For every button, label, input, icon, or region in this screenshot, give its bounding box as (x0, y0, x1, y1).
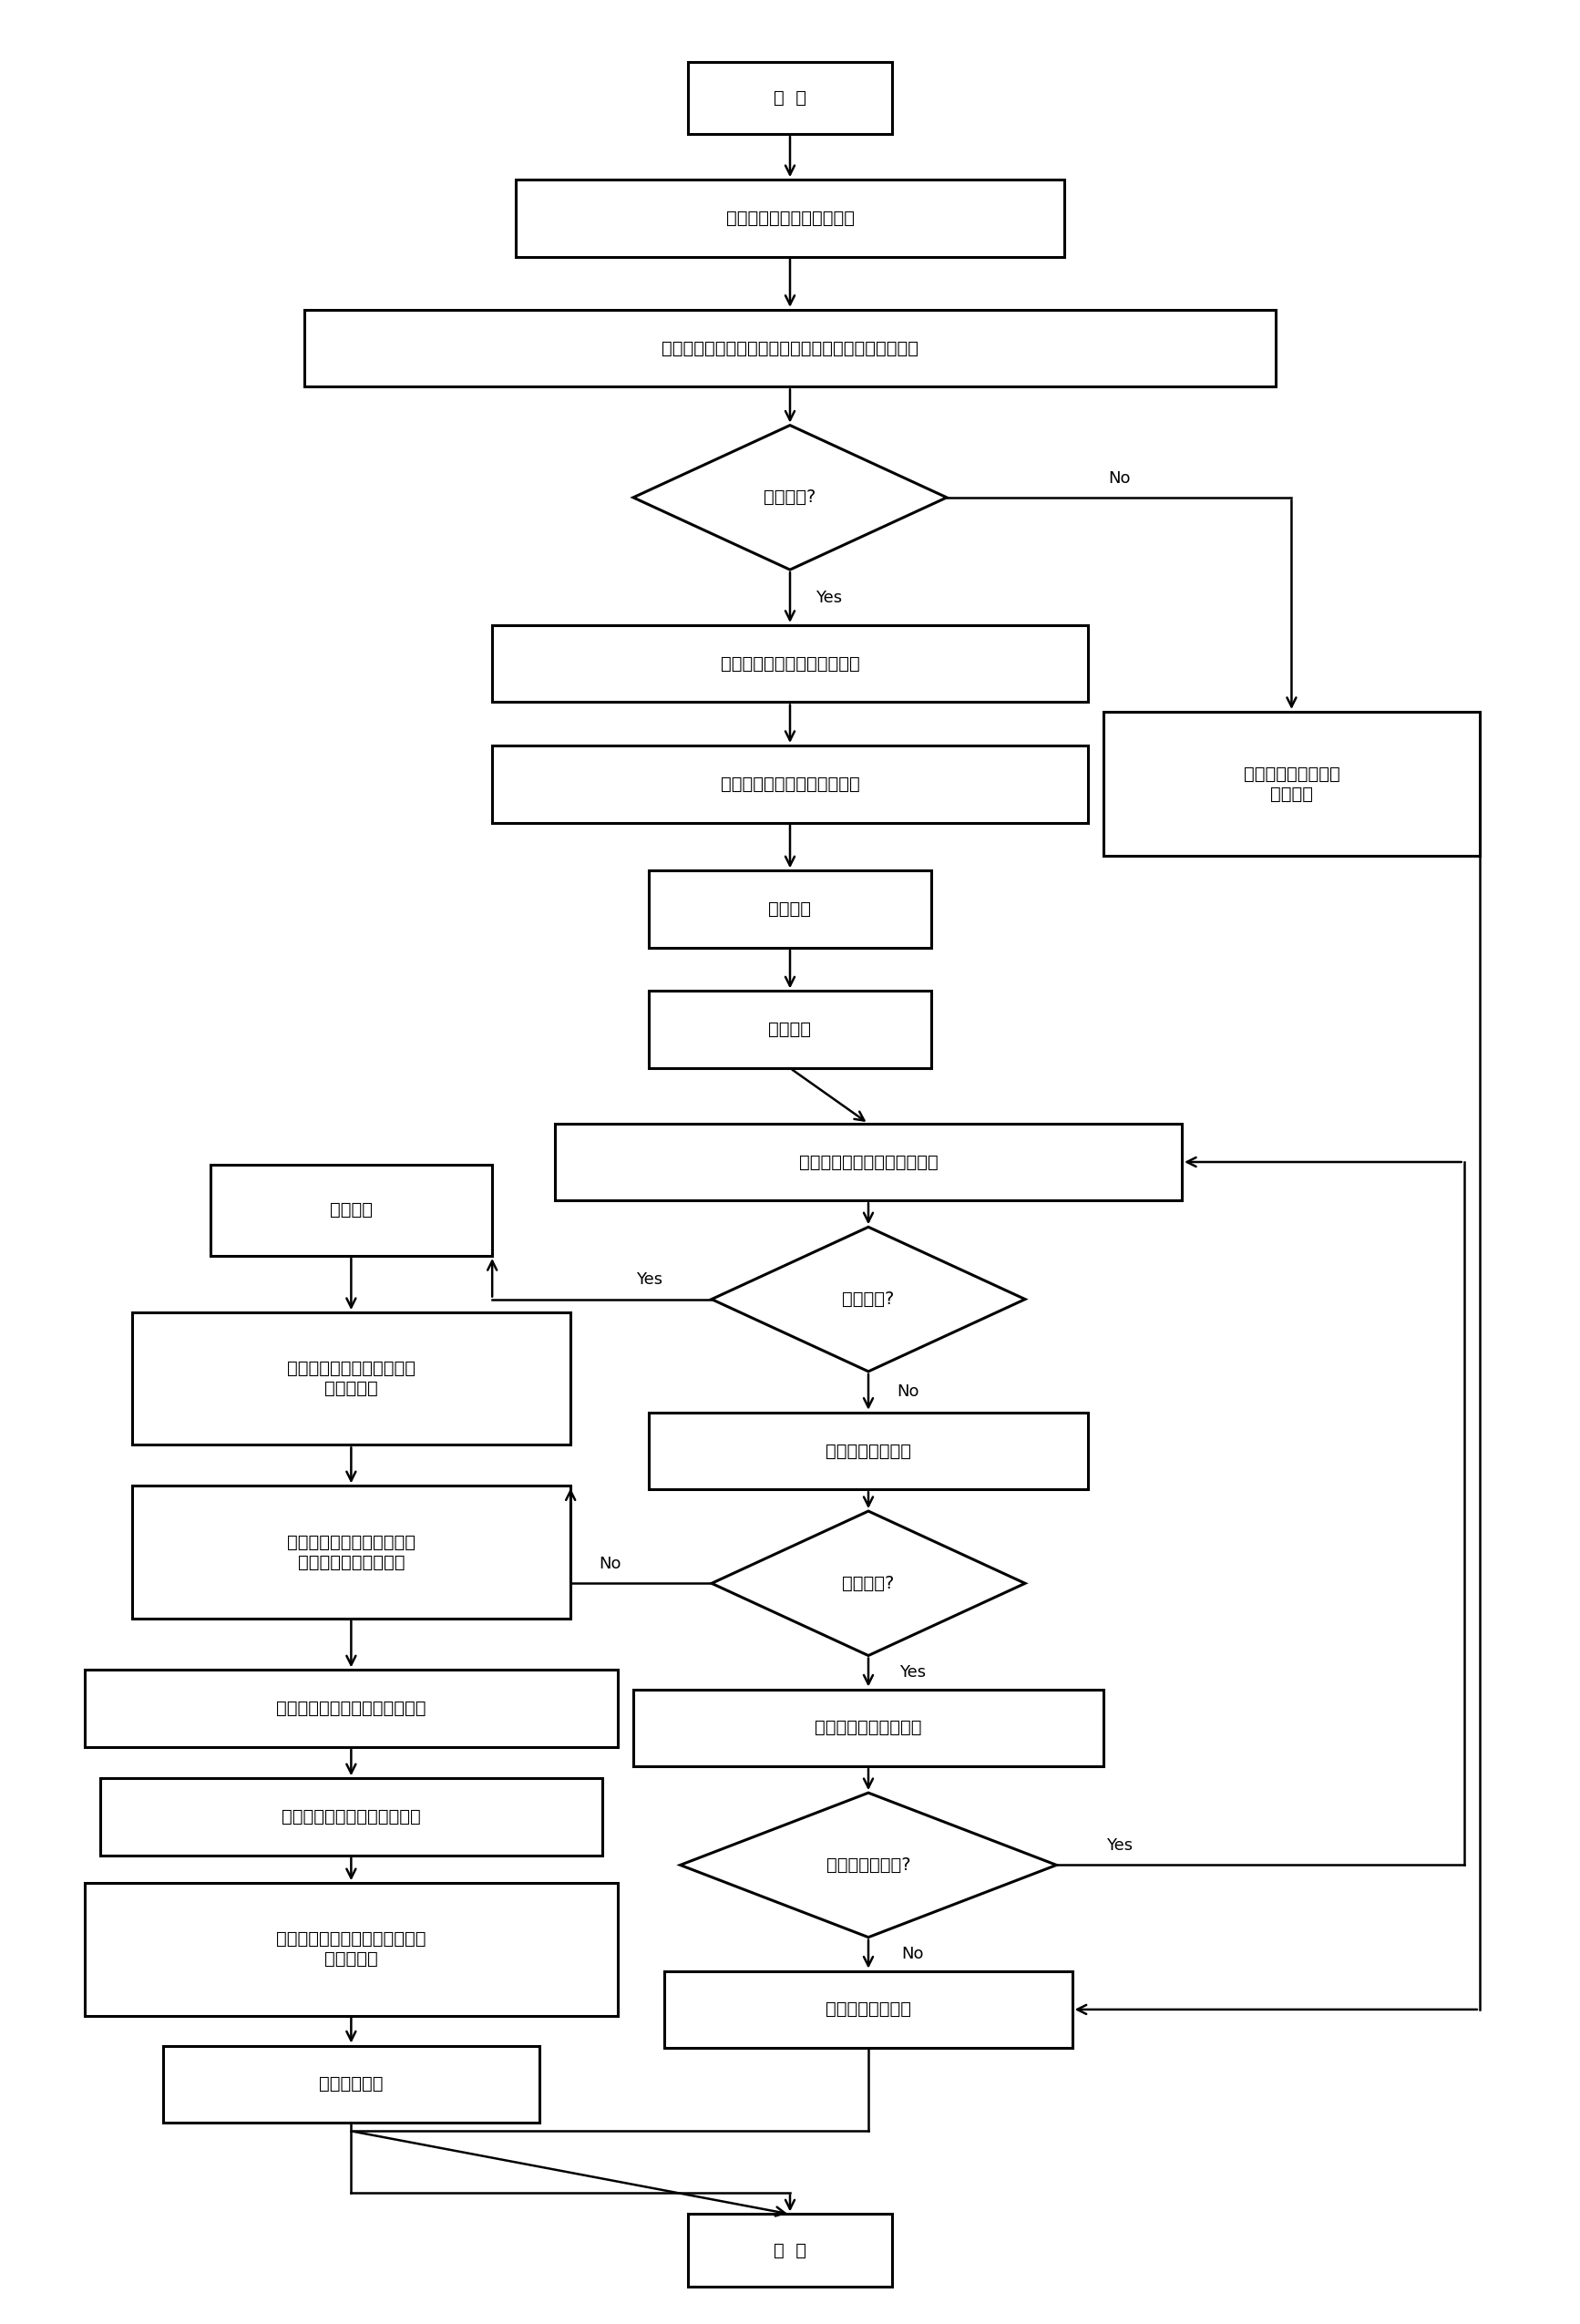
Text: 终端向处理平台上传余额消息: 终端向处理平台上传余额消息 (281, 1808, 420, 1827)
Text: 鉴权通过?: 鉴权通过? (763, 488, 817, 507)
Bar (131, 1485, 570, 1618)
Bar (665, 1971, 1073, 2047)
Text: 接续被叫: 接续被叫 (768, 899, 812, 918)
Bar (1103, 711, 1479, 855)
Text: 在计时处终端扣费: 在计时处终端扣费 (825, 1443, 912, 1459)
Bar (85, 1882, 618, 2015)
Text: 终端向处理平台发送主叫挂
机标识信号: 终端向处理平台发送主叫挂 机标识信号 (288, 1360, 416, 1397)
Text: Yes: Yes (1106, 1838, 1133, 1855)
Bar (210, 1164, 493, 1255)
Bar (634, 1690, 1103, 1766)
Text: Yes: Yes (899, 1664, 926, 1680)
Text: 处理平台释放呼叫: 处理平台释放呼叫 (825, 2001, 912, 2017)
Text: No: No (599, 1555, 621, 1573)
Text: No: No (901, 1945, 923, 1961)
Text: 处理平台向终端发送计费信息: 处理平台向终端发送计费信息 (720, 776, 860, 792)
Bar (689, 2215, 891, 2287)
Text: 处理平台向终端发余额请求消息: 处理平台向终端发余额请求消息 (276, 1699, 427, 1717)
Text: No: No (896, 1383, 918, 1399)
Bar (689, 63, 891, 135)
Bar (649, 990, 931, 1069)
Text: 周期性发送防盗打信号: 周期性发送防盗打信号 (815, 1720, 921, 1736)
Bar (85, 1671, 618, 1748)
Text: 终端向处理平台发送加密序列、加密卡信息和被叫号码: 终端向处理平台发送加密序列、加密卡信息和被叫号码 (662, 339, 918, 358)
Text: 开  始: 开 始 (774, 88, 806, 107)
Bar (515, 179, 1065, 256)
Text: 结  束: 结 束 (774, 2243, 806, 2259)
Text: 扣费正确?: 扣费正确? (842, 1576, 894, 1592)
Text: 主叫挂机: 主叫挂机 (330, 1202, 373, 1218)
Text: No: No (1108, 469, 1130, 486)
Text: 终端拨接入码接入处理平台: 终端拨接入码接入处理平台 (725, 209, 855, 228)
Bar (649, 1413, 1087, 1490)
Polygon shape (634, 425, 946, 569)
Bar (555, 1122, 1182, 1202)
Bar (101, 1778, 602, 1855)
Text: Yes: Yes (635, 1271, 662, 1287)
Polygon shape (711, 1511, 1025, 1655)
Bar (649, 872, 931, 948)
Polygon shape (681, 1792, 1057, 1938)
Bar (163, 2045, 539, 2122)
Bar (303, 309, 1277, 386)
Text: 处理平台向终端发送确认消息: 处理平台向终端发送确认消息 (720, 655, 860, 672)
Bar (493, 746, 1087, 823)
Polygon shape (711, 1227, 1025, 1371)
Text: 处理平台切断被叫侧呼叫释
放与被叫侧之间的话路: 处理平台切断被叫侧呼叫释 放与被叫侧之间的话路 (288, 1534, 416, 1571)
Text: 被叫应答: 被叫应答 (768, 1020, 812, 1039)
Bar (131, 1313, 570, 1446)
Text: 处理平台向终端发送
拒绝消息: 处理平台向终端发送 拒绝消息 (1243, 765, 1340, 802)
Text: 终端释放呼叫: 终端释放呼叫 (319, 2075, 384, 2094)
Text: 处理平台向终端发送计费信号: 处理平台向终端发送计费信号 (799, 1153, 939, 1171)
Text: 通话结束?: 通话结束? (842, 1290, 894, 1308)
Text: Yes: Yes (815, 590, 842, 607)
Text: 防盗打信号正确?: 防盗打信号正确? (826, 1857, 910, 1873)
Text: 处理平台向终端台发送释放消息
并释放呼叫: 处理平台向终端台发送释放消息 并释放呼叫 (276, 1931, 427, 1968)
Bar (493, 625, 1087, 702)
